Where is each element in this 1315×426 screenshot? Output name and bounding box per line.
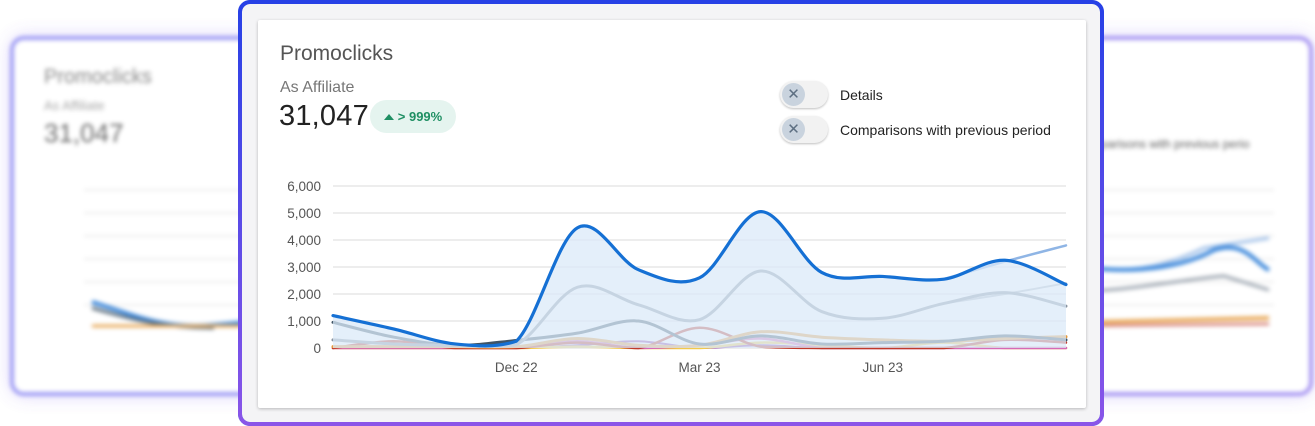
y-tick-label: 6,000 [287,179,321,194]
y-tick-label: 5,000 [287,206,321,221]
close-icon: ✕ [782,118,805,141]
highlight-frame: Promoclicks As Affiliate 31,047 > 999% ✕… [238,0,1104,426]
comparison-toggle[interactable]: ✕ [780,116,828,143]
close-icon: ✕ [782,83,805,106]
x-tick-label: Mar 23 [678,360,720,375]
details-toggle-label: Details [840,86,883,103]
series-line [331,210,1068,348]
ghost-card-value: 31,047 [44,118,124,148]
y-tick-label: 0 [313,341,321,356]
y-tick-label: 4,000 [287,233,321,248]
ghost-chart-left [84,189,274,330]
ghost-card-title: Promoclicks [44,66,152,88]
comparison-toggle-row[interactable]: ✕ Comparisons with previous period [780,116,1051,143]
ghost-card-subtitle: As Affiliate [44,98,105,113]
x-tick-label: Jun 23 [862,360,903,375]
details-toggle-row[interactable]: ✕ Details [780,81,883,108]
svg-text:nparisons with previous perio: nparisons with previous perio [1094,137,1250,151]
change-value: > 999% [397,109,443,124]
total-value: 31,047 [279,100,369,132]
promoclicks-card: Promoclicks As Affiliate 31,047 > 999% ✕… [258,20,1086,408]
y-tick-label: 3,000 [287,260,321,275]
card-subtitle: As Affiliate [280,79,355,96]
y-tick-label: 2,000 [287,287,321,302]
arrow-up-icon [383,113,394,120]
details-toggle[interactable]: ✕ [780,81,828,108]
comparison-toggle-label: Comparisons with previous period [840,121,1051,138]
x-tick-label: Dec 22 [495,360,538,375]
promoclicks-line-chart: 6,000 5,000 4,000 3,000 2,000 1,000 0 Dec 22 Mar… [287,179,1068,375]
y-tick-label: 1,000 [287,314,321,329]
series-area [333,211,1066,348]
card-title: Promoclicks [280,42,394,65]
change-badge: > 999% [370,100,456,133]
